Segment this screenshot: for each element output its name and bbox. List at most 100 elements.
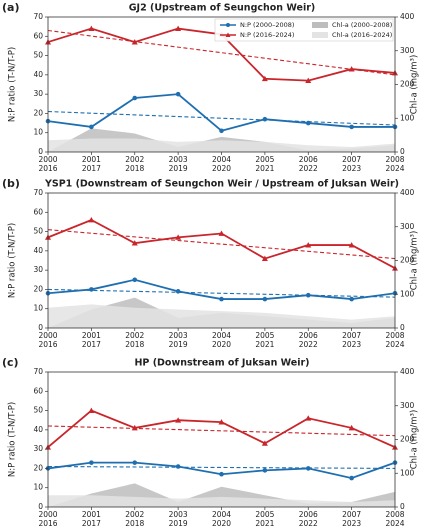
y2-tick-label: 100 <box>400 468 415 477</box>
x-tick-label: 2020 <box>212 164 231 173</box>
x-tick-label: 2005 <box>255 155 274 164</box>
marker <box>175 91 181 97</box>
x-tick-label: 2000 <box>38 331 57 340</box>
panel-label: (a) <box>2 1 19 14</box>
marker <box>175 25 182 31</box>
x-tick-label: 2007 <box>342 155 361 164</box>
legend-swatch <box>312 32 328 38</box>
y-tick-label: 60 <box>33 31 43 40</box>
legend-marker <box>226 23 230 27</box>
marker <box>131 424 138 431</box>
y-tick-label: 70 <box>33 12 43 21</box>
marker <box>349 124 354 130</box>
y2-tick-label: 0 <box>400 323 405 332</box>
trend-line <box>47 110 396 126</box>
x-tick-label: 2002 <box>125 155 144 164</box>
marker <box>89 287 94 292</box>
x-tick-label: 2019 <box>169 519 188 527</box>
x-tick-label: 2005 <box>255 331 274 340</box>
y-tick-label: 0 <box>38 323 43 332</box>
y-axis-title: N:P ratio (T-N/T-P) <box>8 223 18 298</box>
x-tick-label: 2003 <box>169 510 188 519</box>
x-tick-label: 2017 <box>82 340 101 349</box>
x-tick-label: 2006 <box>299 155 318 164</box>
np-line <box>47 219 396 270</box>
y-tick-label: 60 <box>33 386 43 395</box>
x-tick-label: 2004 <box>212 155 231 164</box>
y2-tick-label: 300 <box>400 222 415 231</box>
marker <box>88 407 95 413</box>
marker <box>262 296 268 302</box>
marker <box>348 424 355 431</box>
marker <box>175 464 181 469</box>
marker <box>305 120 311 126</box>
marker <box>88 217 95 223</box>
x-tick-label: 2004 <box>212 331 231 340</box>
y-tick-label: 50 <box>33 406 43 415</box>
x-tick-label: 2024 <box>385 519 404 527</box>
y-axis-title: N:P ratio (T-N/T-P) <box>8 402 18 477</box>
y2-tick-label: 400 <box>400 367 415 376</box>
marker <box>219 471 224 477</box>
x-tick-label: 2016 <box>38 519 57 527</box>
x-tick-label: 2021 <box>255 519 274 527</box>
marker <box>261 255 268 261</box>
y2-axis-title: Chl-a (mg/m³) <box>410 55 420 115</box>
x-tick-label: 2005 <box>255 510 274 519</box>
marker <box>261 440 268 446</box>
x-tick-label: 2019 <box>169 164 188 173</box>
y-tick-label: 20 <box>33 108 43 117</box>
y2-tick-label: 400 <box>400 12 415 21</box>
y2-tick-label: 300 <box>400 401 415 410</box>
x-tick-label: 2020 <box>212 519 231 527</box>
legend-swatch <box>312 22 328 28</box>
x-tick-label: 2008 <box>385 510 404 519</box>
x-tick-label: 2017 <box>82 519 101 527</box>
legend-label: Chl-a (2016–2024) <box>332 31 392 39</box>
marker <box>349 475 354 481</box>
y2-tick-label: 100 <box>400 289 415 298</box>
y-tick-label: 70 <box>33 367 43 376</box>
marker <box>131 39 138 45</box>
x-tick-label: 2001 <box>82 331 101 340</box>
chl-area <box>48 304 395 328</box>
x-tick-label: 2000 <box>38 155 57 164</box>
x-tick-label: 2023 <box>342 519 361 527</box>
x-tick-label: 2018 <box>125 519 144 527</box>
x-tick-label: 2016 <box>38 164 57 173</box>
x-tick-label: 2021 <box>255 164 274 173</box>
marker <box>88 25 95 31</box>
legend-box <box>214 18 394 42</box>
y-tick-label: 10 <box>33 128 43 137</box>
np-line <box>47 409 396 449</box>
y-tick-label: 0 <box>38 147 43 156</box>
trend-line <box>47 465 396 469</box>
y2-tick-label: 0 <box>400 502 405 511</box>
marker <box>219 296 224 302</box>
marker <box>132 277 138 283</box>
y-tick-label: 40 <box>33 70 43 79</box>
marker <box>262 116 268 122</box>
marker <box>175 234 182 240</box>
chl-area <box>48 138 395 152</box>
x-tick-label: 2016 <box>38 340 57 349</box>
y2-axis-title: Chl-a (mg/m³) <box>410 231 420 291</box>
x-tick-label: 2018 <box>125 340 144 349</box>
y2-tick-label: 200 <box>400 80 415 89</box>
x-tick-label: 2018 <box>125 164 144 173</box>
y-tick-label: 10 <box>33 304 43 313</box>
np-line <box>47 93 395 132</box>
marker <box>218 230 225 236</box>
x-tick-label: 2000 <box>38 510 57 519</box>
x-tick-label: 2003 <box>169 155 188 164</box>
marker <box>348 242 355 248</box>
y-tick-label: 40 <box>33 425 43 434</box>
marker <box>132 95 138 101</box>
marker <box>131 240 138 246</box>
marker <box>218 419 225 425</box>
x-tick-label: 2007 <box>342 510 361 519</box>
y2-tick-label: 0 <box>400 147 405 156</box>
x-tick-label: 2024 <box>385 340 404 349</box>
chart-title: HP (Downstream of Juksan Weir) <box>134 358 309 369</box>
